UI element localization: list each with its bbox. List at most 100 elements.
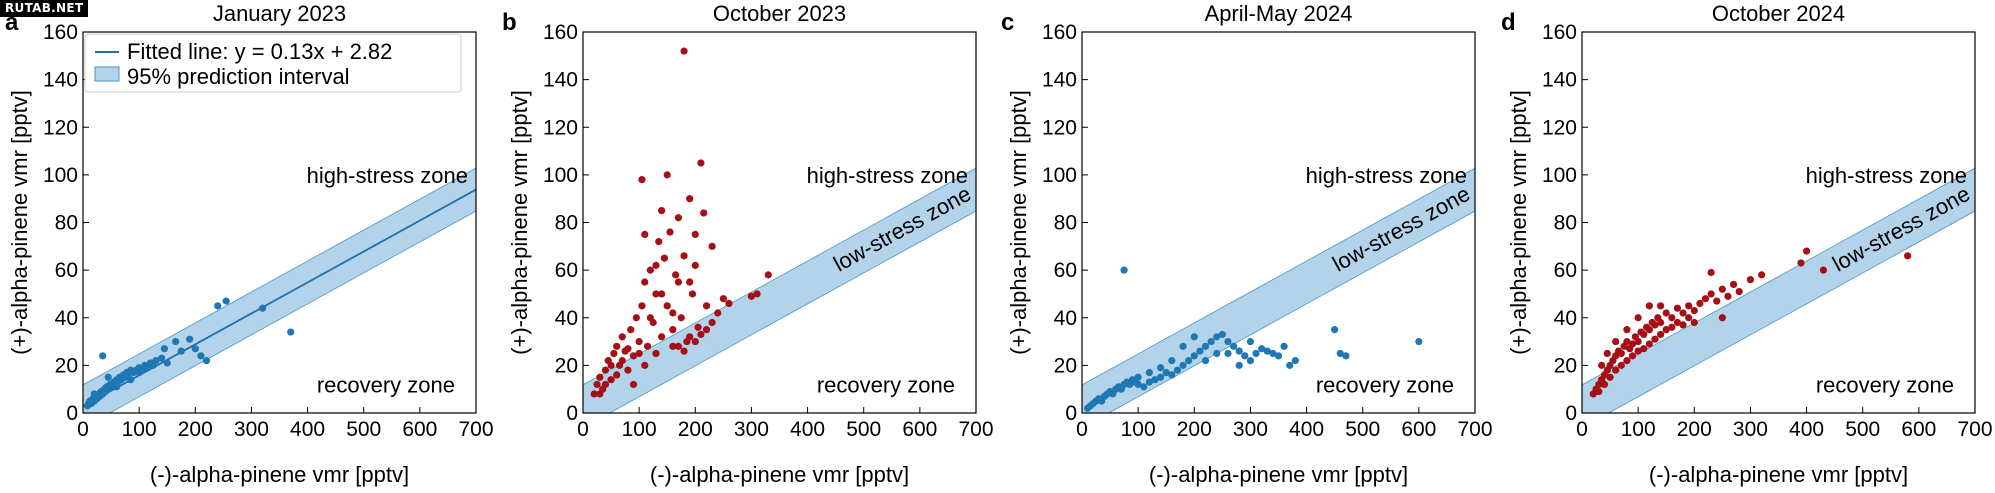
data-point	[697, 159, 705, 167]
y-tick-label: 140	[1542, 69, 1577, 92]
data-point	[1213, 349, 1221, 358]
data-point	[1668, 323, 1676, 331]
data-point	[1201, 357, 1210, 365]
x-tick-label: 300	[234, 418, 269, 441]
data-point	[1263, 347, 1271, 355]
y-axis-label: (+)-alpha-pinene vmr [pptv]	[1506, 90, 1531, 355]
x-tick-label: 0	[1076, 418, 1088, 441]
data-point	[1628, 340, 1637, 348]
data-point	[1246, 357, 1255, 365]
data-point	[725, 299, 733, 308]
data-point	[700, 209, 708, 217]
data-point	[1623, 337, 1631, 346]
data-point	[186, 335, 194, 343]
data-point	[680, 47, 688, 55]
data-point	[1707, 268, 1715, 277]
y-tick-label: 60	[55, 259, 78, 282]
data-point	[747, 292, 756, 300]
data-point	[1595, 387, 1603, 396]
data-point	[163, 359, 171, 367]
data-point	[214, 302, 222, 310]
x-tick-label: 300	[1233, 418, 1268, 441]
band-lower-edge	[1607, 210, 1975, 413]
data-point	[1168, 371, 1176, 379]
data-point	[1235, 361, 1243, 369]
data-point	[1645, 326, 1653, 334]
data-point	[601, 380, 610, 389]
data-point	[601, 366, 610, 374]
data-point	[1235, 347, 1243, 355]
data-point	[708, 242, 716, 250]
data-point	[1634, 337, 1642, 346]
data-point	[1657, 318, 1665, 327]
band-lower-edge	[608, 210, 976, 413]
data-point	[674, 342, 683, 350]
data-point	[764, 271, 772, 279]
y-tick-label: 80	[555, 212, 578, 235]
data-point	[1634, 314, 1642, 322]
data-point	[1173, 366, 1182, 374]
data-point	[99, 352, 107, 360]
data-point	[1145, 378, 1153, 386]
zone-label-low: low-stress zone	[829, 181, 975, 277]
data-point	[691, 230, 699, 239]
data-point	[1713, 297, 1721, 305]
data-point	[1657, 330, 1665, 339]
data-point	[1603, 349, 1611, 358]
data-point	[1185, 357, 1193, 365]
data-point	[1274, 352, 1283, 360]
data-point	[686, 333, 694, 341]
y-tick-label: 40	[555, 307, 578, 330]
y-tick-label: 0	[566, 402, 578, 425]
x-tick-label: 700	[1957, 418, 1992, 441]
y-axis-label: (+)-alpha-pinene vmr [pptv]	[1006, 90, 1031, 355]
data-point	[259, 304, 267, 312]
data-point	[658, 206, 666, 215]
data-point	[113, 383, 121, 391]
data-point	[1252, 349, 1260, 358]
zone-label-high: high-stress zone	[1806, 163, 1967, 188]
y-axis-label: (+)-alpha-pinene vmr [pptv]	[507, 90, 532, 355]
data-point	[652, 261, 660, 269]
data-point	[1140, 383, 1148, 391]
x-tick-label: 700	[958, 418, 993, 441]
data-point	[660, 254, 669, 262]
x-tick-label: 600	[902, 418, 937, 441]
data-point	[1241, 352, 1249, 360]
x-tick-label: 0	[1576, 418, 1588, 441]
panel-letter: d	[1501, 9, 1516, 36]
data-point	[641, 278, 649, 286]
data-point	[1758, 271, 1766, 279]
data-point	[641, 361, 649, 369]
data-point	[127, 376, 135, 384]
data-point	[1673, 318, 1682, 327]
x-axis-label: (-)-alpha-pinene vmr [pptv]	[650, 462, 909, 487]
x-tick-label: 100	[1121, 418, 1156, 441]
x-tick-label: 400	[290, 418, 325, 441]
panel-letter: a	[5, 9, 19, 36]
data-point	[655, 237, 663, 246]
data-point	[627, 326, 635, 334]
data-point	[672, 271, 680, 279]
x-tick-label: 0	[77, 418, 89, 441]
zone-label-low: low-stress zone	[1328, 181, 1474, 277]
data-point	[1286, 361, 1294, 369]
data-point	[669, 326, 677, 334]
data-point	[646, 314, 654, 322]
panel-title: April-May 2024	[1205, 1, 1353, 26]
data-point	[1662, 326, 1670, 334]
data-point	[596, 390, 604, 398]
data-point	[1179, 342, 1187, 350]
panel-title: October 2024	[1712, 1, 1845, 26]
x-tick-label: 200	[678, 418, 713, 441]
data-point	[1280, 342, 1288, 350]
data-point	[1657, 302, 1665, 310]
band-lower-edge	[1107, 210, 1475, 413]
data-point	[618, 333, 626, 341]
panel-d: 0 100 200 300 400 500 600 700 0 20 40 60 80 100 120 140…	[1501, 1, 1993, 487]
legend-entry-fit: Fitted line: y = 0.13x + 2.82	[127, 39, 392, 64]
panel-title: October 2023	[713, 1, 846, 26]
y-tick-label: 0	[1565, 402, 1577, 425]
y-tick-label: 120	[1542, 116, 1577, 139]
